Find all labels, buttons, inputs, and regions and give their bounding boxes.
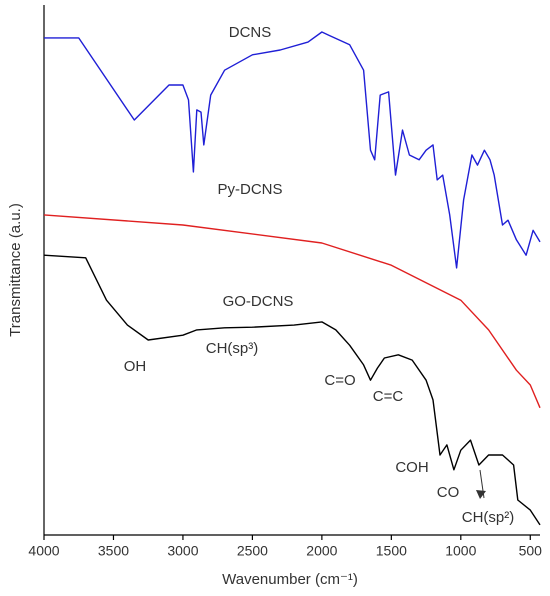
series-line [44, 31, 541, 269]
annotation: CO [437, 484, 460, 501]
x-tick-label: 500 [519, 543, 543, 559]
x-tick-label: 3000 [167, 543, 198, 559]
series-label: Py-DCNS [217, 181, 282, 198]
annotation: COH [395, 459, 428, 476]
x-tick-label: 2000 [306, 543, 337, 559]
x-tick-label: 4000 [28, 543, 59, 559]
x-tick-label: 3500 [98, 543, 129, 559]
annotation-arrowhead [476, 490, 486, 499]
x-axis-label: Wavenumber (cm⁻¹) [222, 571, 358, 588]
x-tick-label: 2500 [237, 543, 268, 559]
series-label: DCNS [229, 24, 272, 41]
x-tick-label: 1500 [376, 543, 407, 559]
annotation: C=C [373, 388, 404, 405]
annotation: CH(sp³) [206, 340, 259, 357]
y-axis-label: Transmittance (a.u.) [7, 203, 24, 337]
series-label: GO-DCNS [223, 293, 294, 310]
annotation: CH(sp²) [462, 509, 515, 526]
series-line [43, 254, 541, 526]
annotation: C=O [324, 372, 355, 389]
annotation: OH [124, 358, 147, 375]
series-line [43, 214, 541, 409]
x-tick-label: 1000 [445, 543, 476, 559]
